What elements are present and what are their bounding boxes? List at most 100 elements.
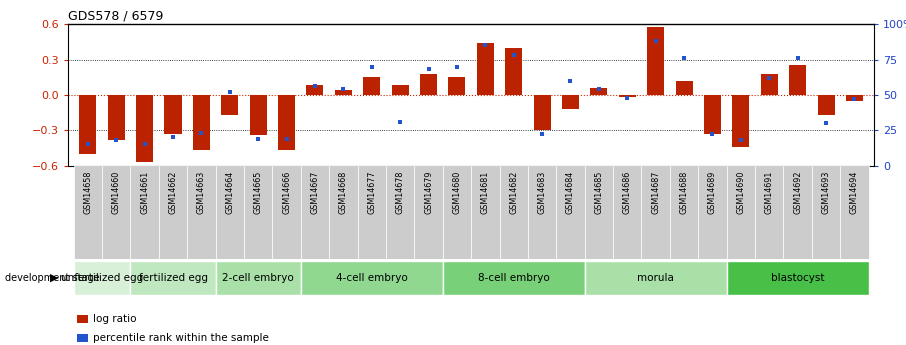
Bar [534, 95, 551, 130]
Bar [732, 95, 749, 147]
Text: GSM14662: GSM14662 [169, 170, 178, 214]
Bar [584, 166, 613, 259]
Bar [188, 166, 216, 259]
Text: GSM14686: GSM14686 [622, 170, 631, 214]
Bar [562, 95, 579, 109]
Text: development stage: development stage [5, 273, 99, 283]
Text: GSM14688: GSM14688 [680, 170, 689, 214]
Bar [817, 95, 834, 115]
Bar [306, 86, 323, 95]
Text: ▶: ▶ [51, 273, 59, 283]
Bar [216, 166, 244, 259]
Bar [704, 95, 721, 134]
Bar [699, 166, 727, 259]
Text: unfertilized egg: unfertilized egg [61, 273, 143, 283]
Bar [812, 166, 840, 259]
Bar [443, 261, 584, 295]
Bar [647, 27, 664, 95]
Text: log ratio: log ratio [93, 314, 137, 324]
Bar [506, 48, 522, 95]
Bar [755, 166, 784, 259]
Text: GSM14663: GSM14663 [197, 170, 206, 214]
Text: GSM14678: GSM14678 [396, 170, 405, 214]
Bar [761, 74, 777, 95]
Bar [471, 166, 499, 259]
Bar [784, 166, 812, 259]
Text: GSM14682: GSM14682 [509, 170, 518, 214]
Text: GSM14689: GSM14689 [708, 170, 717, 214]
Text: GSM14661: GSM14661 [140, 170, 149, 214]
Text: GSM14692: GSM14692 [793, 170, 802, 214]
Bar [221, 95, 238, 115]
Bar [358, 166, 386, 259]
Bar [499, 166, 528, 259]
Bar [73, 261, 130, 295]
Bar [641, 166, 670, 259]
Text: GSM14666: GSM14666 [282, 170, 291, 214]
Bar [159, 166, 188, 259]
Bar [386, 166, 414, 259]
Bar [477, 43, 494, 95]
Bar [301, 166, 329, 259]
Text: GSM14668: GSM14668 [339, 170, 348, 214]
Bar [335, 90, 352, 95]
Text: GSM14684: GSM14684 [566, 170, 575, 214]
Bar [130, 166, 159, 259]
Bar [80, 95, 96, 154]
Bar [414, 166, 443, 259]
Bar [363, 77, 381, 95]
Bar [591, 88, 607, 95]
Text: 4-cell embryo: 4-cell embryo [336, 273, 408, 283]
Bar [676, 81, 692, 95]
Bar [727, 261, 869, 295]
Bar [727, 166, 755, 259]
Text: GSM14690: GSM14690 [737, 170, 746, 214]
Bar [165, 95, 181, 134]
Bar [130, 261, 216, 295]
Bar [73, 166, 102, 259]
Text: blastocyst: blastocyst [771, 273, 824, 283]
Text: morula: morula [637, 273, 674, 283]
Text: GSM14693: GSM14693 [822, 170, 831, 214]
Text: GSM14664: GSM14664 [226, 170, 235, 214]
Bar [448, 77, 466, 95]
Text: GSM14691: GSM14691 [765, 170, 774, 214]
Text: GSM14680: GSM14680 [452, 170, 461, 214]
Bar [584, 261, 727, 295]
Bar [840, 166, 869, 259]
Bar [670, 166, 699, 259]
Bar [528, 166, 556, 259]
Bar [613, 166, 641, 259]
Bar [244, 166, 273, 259]
Bar [846, 95, 863, 101]
Bar [136, 95, 153, 162]
Text: GSM14694: GSM14694 [850, 170, 859, 214]
Text: GSM14687: GSM14687 [651, 170, 660, 214]
Bar [619, 95, 636, 97]
Bar [108, 95, 125, 140]
Text: GSM14681: GSM14681 [481, 170, 490, 214]
Bar [301, 261, 443, 295]
Bar [329, 166, 358, 259]
Text: GSM14685: GSM14685 [594, 170, 603, 214]
Text: fertilized egg: fertilized egg [139, 273, 207, 283]
Text: GSM14658: GSM14658 [83, 170, 92, 214]
Text: GSM14665: GSM14665 [254, 170, 263, 214]
Bar [102, 166, 130, 259]
Text: percentile rank within the sample: percentile rank within the sample [93, 333, 269, 343]
Text: 2-cell embryo: 2-cell embryo [222, 273, 294, 283]
Bar [789, 66, 806, 95]
Bar [193, 95, 210, 150]
Bar [278, 95, 295, 150]
Bar [250, 95, 266, 135]
Text: GSM14677: GSM14677 [367, 170, 376, 214]
Text: GSM14683: GSM14683 [537, 170, 546, 214]
Bar [420, 74, 437, 95]
Bar [391, 86, 409, 95]
Text: GSM14679: GSM14679 [424, 170, 433, 214]
Text: GSM14667: GSM14667 [311, 170, 320, 214]
Text: 8-cell embryo: 8-cell embryo [477, 273, 550, 283]
Text: GDS578 / 6579: GDS578 / 6579 [68, 10, 163, 23]
Text: GSM14660: GSM14660 [111, 170, 120, 214]
Bar [443, 166, 471, 259]
